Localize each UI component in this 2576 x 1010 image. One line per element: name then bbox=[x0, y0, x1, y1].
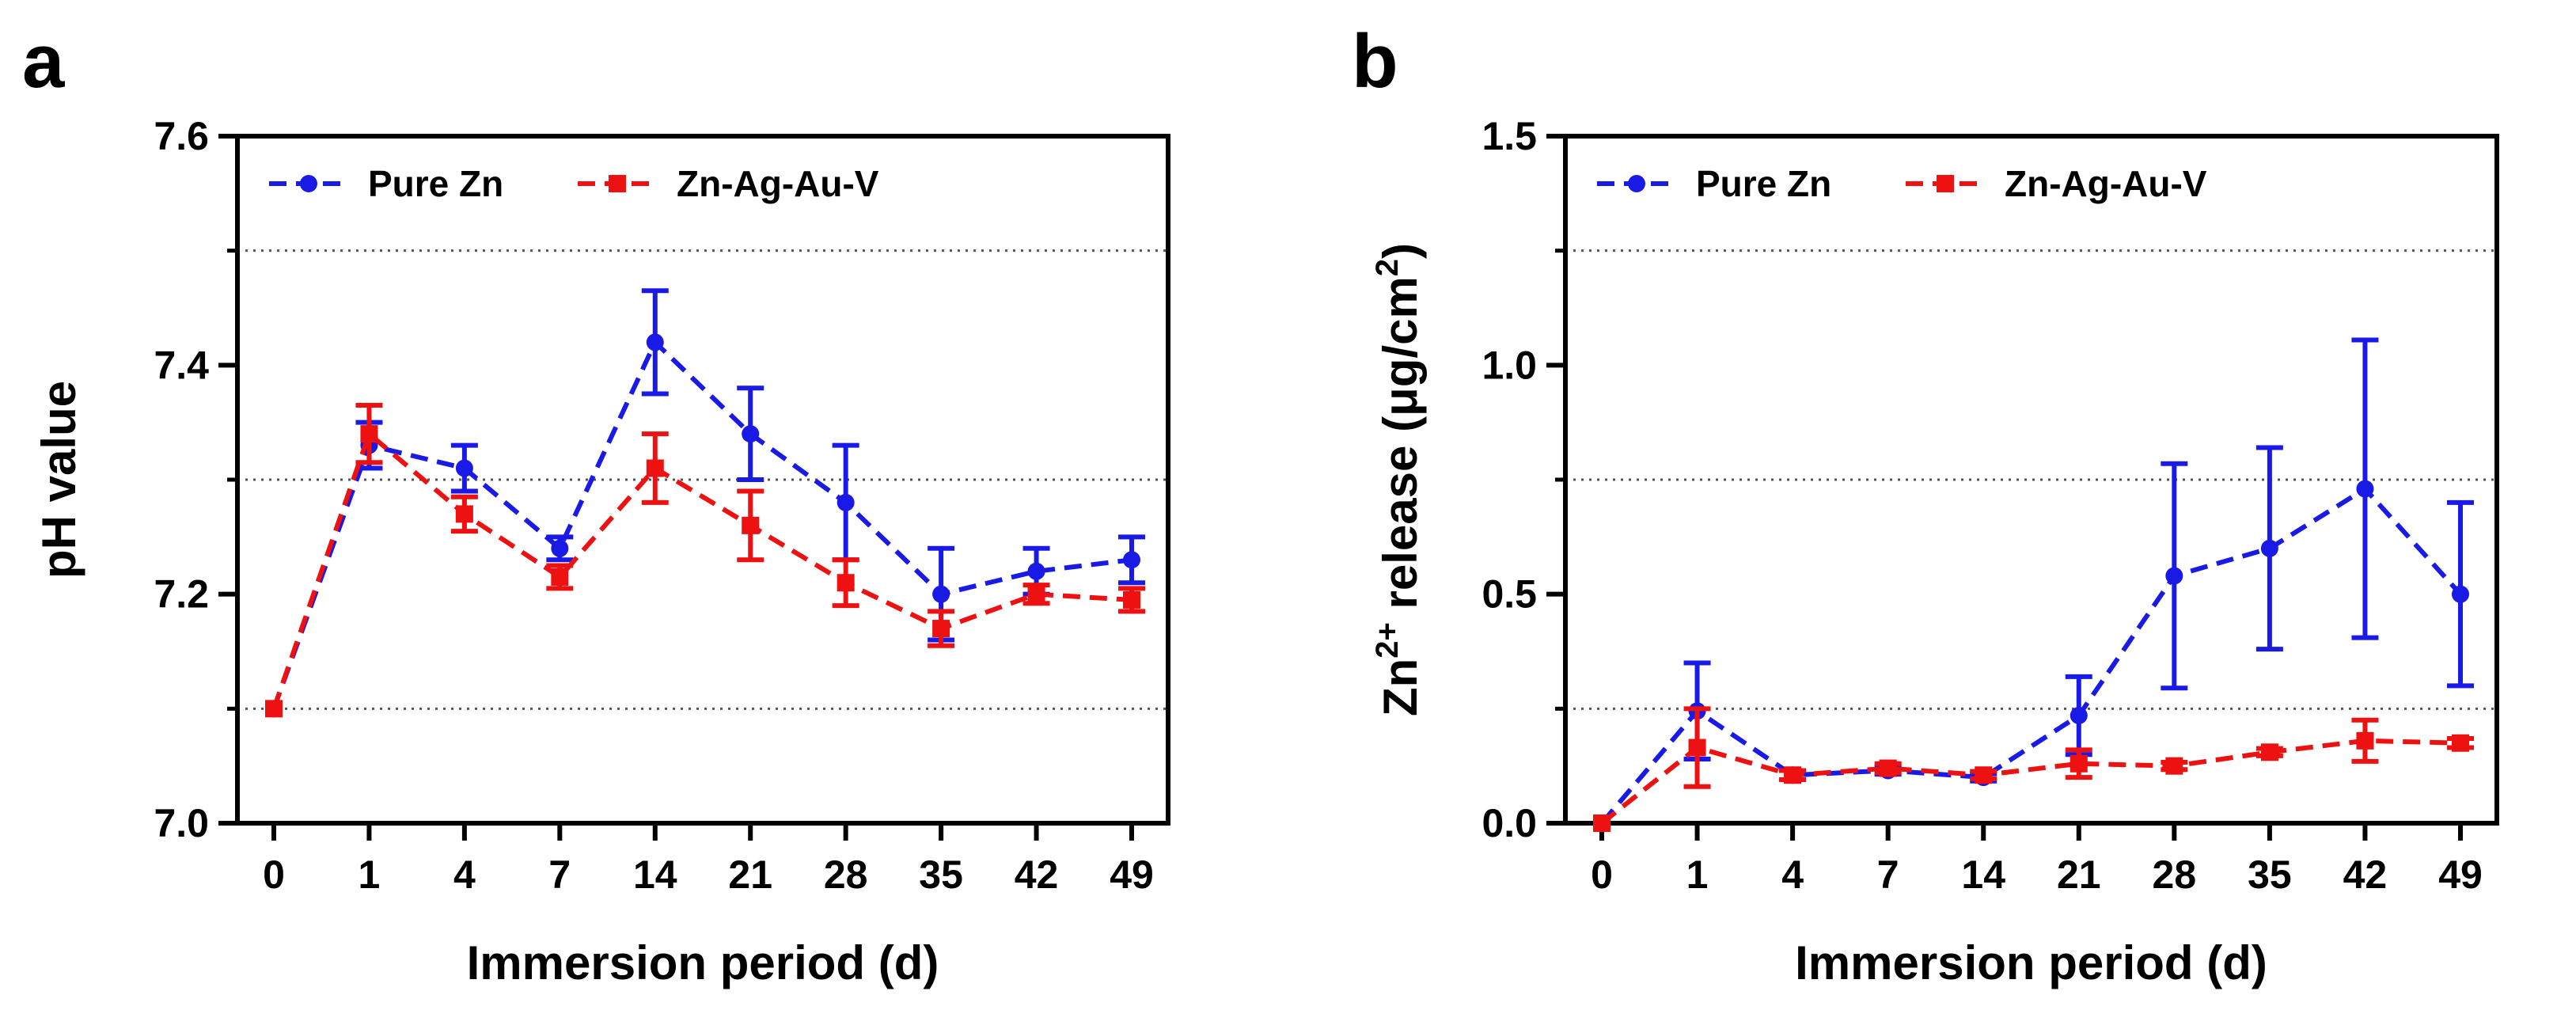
chart-b-point bbox=[2260, 743, 2278, 761]
chart-a-ytick-label: 7.6 bbox=[154, 114, 209, 158]
chart-b-legend-label: Zn-Ag-Au-V bbox=[2005, 163, 2207, 204]
chart-a-legend-label: Zn-Ag-Au-V bbox=[677, 163, 879, 204]
chart-a-xtick-label: 35 bbox=[919, 852, 963, 897]
chart-a-point bbox=[837, 574, 855, 592]
chart-a-point bbox=[932, 620, 950, 638]
chart-a-xtick-label: 0 bbox=[263, 852, 285, 897]
chart-b-xtick-label: 14 bbox=[1961, 852, 2005, 897]
chart-a-legend-label: Pure Zn bbox=[368, 163, 503, 204]
chart-a-point bbox=[1123, 590, 1140, 609]
chart-b-yaxis-title: Zn2+ release (μg/cm2) bbox=[1370, 243, 1427, 716]
chart-a-point bbox=[455, 459, 473, 477]
chart-b-legend: Pure Zn Zn-Ag-Au-V bbox=[1597, 163, 2207, 204]
chart-b-point bbox=[2356, 731, 2374, 750]
chart-b-point bbox=[2070, 707, 2088, 725]
chart-b-xtick-label: 21 bbox=[2057, 852, 2101, 897]
chart-a-point bbox=[837, 493, 855, 511]
chart-a-yaxis-title: pH value bbox=[32, 381, 85, 579]
chart-a-point bbox=[551, 568, 569, 586]
chart-a-point bbox=[932, 585, 950, 603]
chart-a-point bbox=[265, 700, 283, 718]
chart-a-series-zn-ag-au-v bbox=[265, 402, 1145, 718]
chart-a-legend-marker bbox=[300, 175, 317, 192]
chart-b-ytick-label: 0.0 bbox=[1481, 801, 1537, 845]
chart-b-point bbox=[2165, 757, 2183, 775]
chart-a-series-pure-zn bbox=[265, 288, 1145, 718]
chart-b-point bbox=[2165, 567, 2183, 585]
chart-a-xtick-label: 21 bbox=[728, 852, 772, 897]
chart-b-xtick-label: 1 bbox=[1686, 852, 1709, 897]
chart-b-series-line bbox=[1599, 485, 2463, 825]
chart-b-point bbox=[1593, 814, 1610, 832]
chart-a-ytick-label: 7.4 bbox=[154, 343, 209, 387]
chart-b-point bbox=[2260, 539, 2278, 557]
chart-b-xtick-label: 49 bbox=[2438, 852, 2483, 897]
chart-b-xtick-label: 28 bbox=[2153, 852, 2197, 897]
chart-b-point bbox=[1688, 739, 1706, 757]
chart-a-point bbox=[646, 459, 664, 477]
chart-a-xtick-label: 28 bbox=[824, 852, 868, 897]
chart-b-legend-marker bbox=[1628, 175, 1645, 192]
chart-a-legend-marker bbox=[609, 175, 626, 192]
chart-b-point bbox=[1879, 759, 1897, 777]
chart-b-legend-marker bbox=[1937, 175, 1954, 192]
chart-b-xtick-label: 7 bbox=[1877, 852, 1899, 897]
chart-a-point bbox=[551, 539, 569, 557]
chart-b-xtick-label: 42 bbox=[2343, 852, 2388, 897]
chart-a-point bbox=[646, 333, 664, 351]
chart-a-point bbox=[1027, 585, 1045, 603]
chart-b-ytick-label: 1.0 bbox=[1481, 343, 1537, 387]
chart-a-xaxis-title: Immersion period (d) bbox=[467, 936, 939, 989]
chart-b-ytick-label: 1.5 bbox=[1481, 114, 1537, 158]
chart-b-point bbox=[1975, 766, 1993, 784]
chart-a-xtick-label: 7 bbox=[548, 852, 571, 897]
chart-a-legend: Pure Zn Zn-Ag-Au-V bbox=[269, 163, 879, 204]
chart-a-point bbox=[455, 505, 473, 523]
chart-b-point bbox=[1784, 766, 1802, 784]
chart-b-xtick-label: 4 bbox=[1781, 852, 1804, 897]
chart-b-point bbox=[2356, 480, 2374, 498]
chart-a-xtick-label: 4 bbox=[453, 852, 476, 897]
chart-a-point bbox=[360, 425, 378, 443]
chart-b-legend-label: Pure Zn bbox=[1696, 163, 1831, 204]
chart-b-xaxis-title: Immersion period (d) bbox=[1795, 936, 2267, 989]
panel-label-a: a bbox=[22, 19, 65, 104]
panel-label-b: b bbox=[1352, 19, 1398, 104]
chart-b-point bbox=[2452, 585, 2469, 603]
chart-a-point bbox=[1123, 551, 1140, 569]
chart-b-ytick-label: 0.5 bbox=[1481, 572, 1537, 617]
chart-b-point bbox=[2452, 734, 2469, 752]
chart-a-xtick-label: 42 bbox=[1015, 852, 1059, 897]
chart-a-xtick-label: 14 bbox=[633, 852, 677, 897]
chart-a-point bbox=[1027, 562, 1045, 580]
chart-b-series-line bbox=[1600, 738, 2461, 826]
chart-a-series-line bbox=[271, 430, 1132, 710]
chart-b-xtick-label: 35 bbox=[2248, 852, 2292, 897]
chart-b-series-zn-ag-au-v bbox=[1593, 706, 2474, 832]
chart-b-xtick-label: 0 bbox=[1591, 852, 1613, 897]
chart-b-point bbox=[2070, 754, 2088, 773]
chart-a-ytick-label: 7.0 bbox=[154, 801, 209, 845]
chart-a-plot-frame bbox=[235, 134, 1170, 826]
chart-a-xtick-label: 49 bbox=[1110, 852, 1154, 897]
chart-a-series-line bbox=[271, 338, 1132, 710]
chart-a-point bbox=[742, 425, 760, 443]
chart-a-ytick-label: 7.2 bbox=[154, 572, 209, 617]
chart-a-xtick-label: 1 bbox=[359, 852, 381, 897]
chart-a-point bbox=[742, 516, 760, 534]
